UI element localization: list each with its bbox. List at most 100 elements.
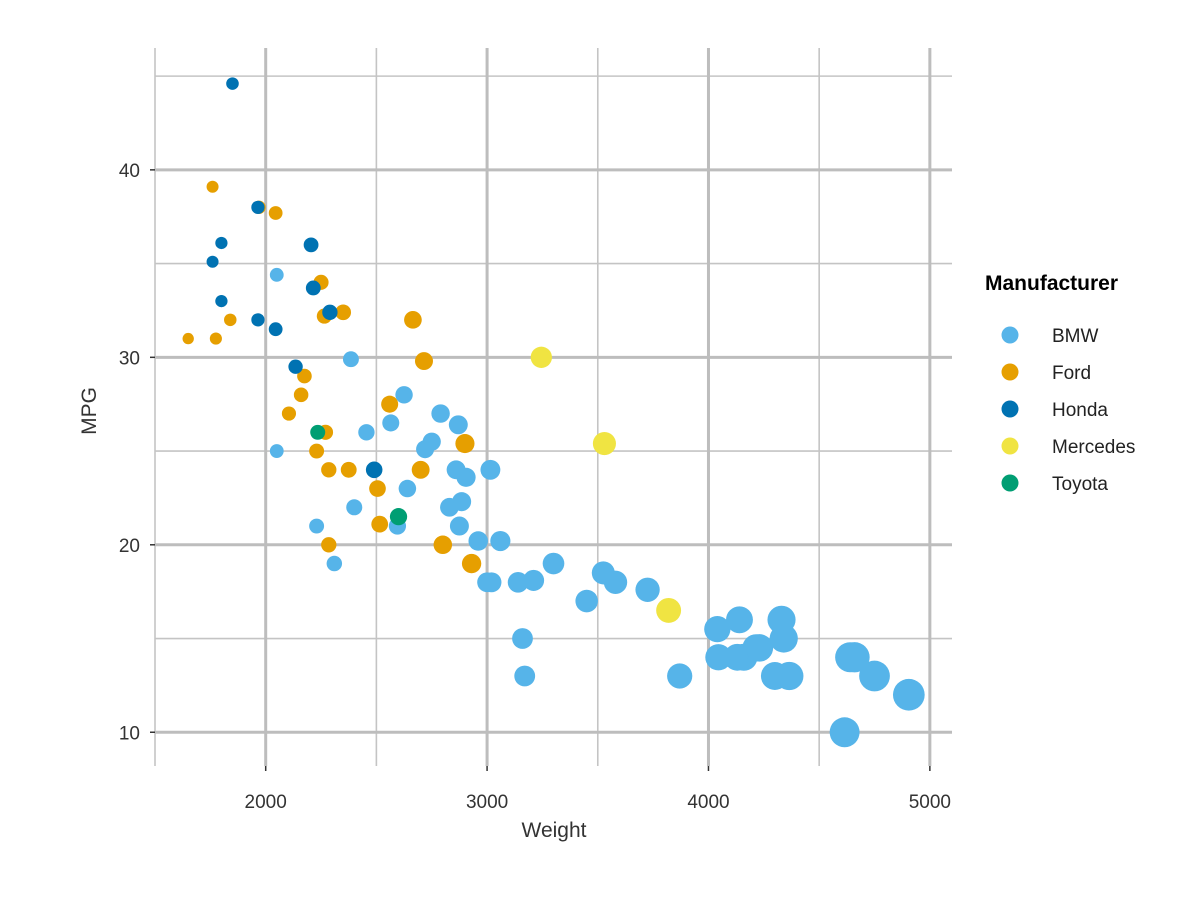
data-points — [182, 77, 925, 748]
data-point-toyota — [310, 424, 326, 440]
data-point-bmw — [431, 404, 450, 423]
data-point-bmw — [507, 571, 529, 593]
data-point-bmw — [704, 615, 731, 643]
data-point-mercedes — [592, 432, 616, 456]
x-axis-title: Weight — [522, 819, 587, 842]
x-tick-label: 2000 — [245, 792, 287, 813]
data-point-bmw — [667, 663, 693, 689]
data-point-bmw — [398, 479, 417, 498]
data-point-bmw — [448, 415, 468, 435]
data-point-bmw — [726, 606, 753, 634]
data-point-honda — [322, 304, 338, 320]
data-point-bmw — [490, 530, 511, 552]
x-tick-label: 5000 — [909, 792, 951, 813]
legend-marker-toyota — [1001, 474, 1019, 492]
data-point-bmw — [309, 518, 325, 534]
data-point-bmw — [705, 644, 732, 671]
data-point-ford — [268, 206, 283, 220]
legend: Manufacturer BMW Ford Honda Mercedes Toyota — [985, 272, 1135, 495]
y-tick-label: 10 — [119, 723, 140, 744]
legend-marker-mercedes — [1001, 437, 1019, 455]
x-tick-label: 4000 — [687, 792, 729, 813]
legend-label-bmw: BMW — [1052, 326, 1099, 347]
data-point-bmw — [326, 555, 343, 572]
data-point-ford — [293, 387, 309, 403]
legend-marker-ford — [1001, 363, 1019, 381]
data-point-bmw — [829, 717, 860, 748]
legend-items: BMW Ford Honda Mercedes Toyota — [1001, 326, 1135, 495]
data-point-bmw — [269, 267, 284, 282]
data-point-honda — [305, 280, 321, 296]
data-point-ford — [321, 537, 337, 553]
data-point-honda — [206, 255, 219, 268]
data-point-ford — [411, 460, 430, 479]
y-axis-title: MPG — [78, 387, 101, 435]
data-point-ford — [206, 180, 219, 193]
data-point-ford — [224, 313, 237, 327]
data-point-bmw — [395, 386, 413, 404]
data-point-bmw — [481, 572, 502, 593]
data-point-honda — [215, 294, 228, 308]
y-tick-label: 40 — [119, 161, 140, 182]
data-point-bmw — [358, 424, 375, 441]
x-tick-label: 3000 — [466, 792, 508, 813]
data-point-bmw — [452, 492, 472, 512]
data-point-ford — [369, 480, 386, 497]
legend-label-toyota: Toyota — [1052, 474, 1108, 495]
y-tick-label: 30 — [119, 348, 140, 369]
data-point-ford — [321, 462, 337, 478]
data-point-bmw — [769, 624, 798, 653]
data-point-ford — [461, 553, 482, 574]
data-point-bmw — [839, 642, 870, 673]
data-point-bmw — [635, 577, 660, 602]
data-point-toyota — [389, 508, 408, 526]
y-tick-label: 20 — [119, 536, 140, 557]
data-point-honda — [288, 359, 303, 374]
data-point-bmw — [542, 552, 565, 575]
data-point-bmw — [745, 634, 774, 662]
data-point-bmw — [523, 569, 545, 591]
data-point-ford — [340, 461, 357, 478]
data-point-bmw — [859, 660, 890, 692]
data-point-bmw — [449, 516, 469, 536]
data-point-bmw — [422, 432, 441, 451]
data-point-bmw — [456, 467, 476, 487]
data-point-bmw — [480, 459, 501, 480]
data-point-honda — [226, 77, 239, 90]
data-point-mercedes — [656, 597, 682, 623]
data-point-bmw — [512, 628, 533, 649]
axis-tick-labels: 2000 3000 4000 5000 10 20 30 40 — [119, 161, 951, 813]
legend-label-ford: Ford — [1052, 363, 1091, 384]
data-point-bmw — [514, 665, 536, 687]
grid-lines — [154, 48, 952, 766]
data-point-ford — [309, 443, 325, 459]
data-point-honda — [215, 236, 228, 250]
data-point-ford — [335, 304, 352, 321]
data-point-honda — [251, 200, 265, 214]
data-point-honda — [303, 237, 319, 253]
data-point-ford — [433, 535, 453, 555]
data-point-ford — [455, 433, 475, 454]
data-point-bmw — [575, 589, 599, 613]
data-point-bmw — [269, 444, 284, 458]
data-point-honda — [251, 313, 265, 327]
data-point-ford — [381, 395, 399, 413]
data-point-bmw — [342, 351, 359, 368]
data-point-ford — [414, 352, 433, 371]
data-point-mercedes — [530, 346, 552, 368]
legend-label-honda: Honda — [1052, 400, 1108, 421]
data-point-honda — [268, 322, 283, 337]
data-point-ford — [281, 406, 297, 421]
legend-label-mercedes: Mercedes — [1052, 437, 1135, 458]
data-point-ford — [404, 310, 422, 329]
data-point-bmw — [382, 414, 400, 432]
legend-title: Manufacturer — [985, 272, 1118, 295]
data-point-bmw — [892, 678, 925, 711]
data-point-ford — [297, 368, 312, 384]
data-point-bmw — [603, 570, 628, 594]
data-point-ford — [182, 332, 194, 345]
data-point-bmw — [346, 499, 363, 516]
data-point-honda — [365, 461, 383, 479]
legend-marker-honda — [1001, 400, 1019, 418]
